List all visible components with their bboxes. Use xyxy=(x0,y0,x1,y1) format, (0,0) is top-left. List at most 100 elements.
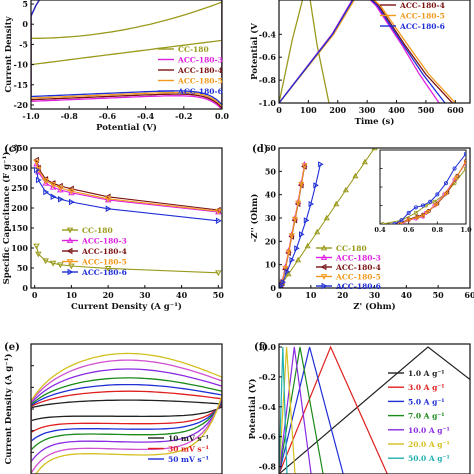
inset-x-tick-label: 0.6 xyxy=(403,226,415,234)
data-point xyxy=(49,260,57,267)
x-axis-label-d: Z' (Ohm) xyxy=(353,301,395,312)
y-axis-label-d: -Z'' (Ohm) xyxy=(249,194,260,243)
data-point xyxy=(361,158,368,165)
x-tick-label-a: -0.6 xyxy=(99,111,117,121)
legend-entry: 3.0 A g⁻¹ xyxy=(408,383,445,392)
series-scan-5 xyxy=(31,359,222,474)
cv-curve xyxy=(31,0,222,109)
series-ACC-180-3 xyxy=(31,0,222,109)
legend-entry: ACC-180-5 xyxy=(335,273,381,282)
legend-entry: ACC-180-4 xyxy=(81,247,127,256)
data-point xyxy=(320,254,328,260)
legend-entry: 20.0 A g⁻¹ xyxy=(408,440,450,449)
data-point xyxy=(57,185,64,192)
panel-label-e: (e) xyxy=(4,342,20,353)
y-tick-label-b: -0.8 xyxy=(259,75,277,85)
data-point xyxy=(301,163,308,169)
gcd-curve xyxy=(279,346,312,474)
rate-line xyxy=(35,169,219,222)
x-tick-label-d: 30 xyxy=(369,290,381,300)
data-point xyxy=(104,196,112,203)
data-point xyxy=(66,247,73,255)
data-point xyxy=(288,233,295,239)
gcd-curve xyxy=(279,0,446,103)
data-point xyxy=(43,188,50,196)
series-ACC-180-5 xyxy=(279,163,308,288)
legend-entry: CC-180 xyxy=(336,244,367,253)
legend-entry: 10 mV s⁻¹ xyxy=(168,434,209,443)
series-CC-180 xyxy=(279,148,378,288)
data-point xyxy=(318,161,324,168)
inset-point xyxy=(464,151,466,156)
inset-x-tick-label: 0.4 xyxy=(374,226,386,234)
x-tick-label-b: 600 xyxy=(447,105,464,115)
data-point xyxy=(57,186,64,193)
data-point xyxy=(314,228,321,235)
inset-point xyxy=(425,209,430,214)
inset-point xyxy=(398,222,403,224)
y-tick-label-c: 50 xyxy=(17,263,29,273)
data-point xyxy=(294,245,300,252)
data-point xyxy=(298,181,305,188)
y-tick-label-f: 0.0 xyxy=(262,342,276,352)
inset-point xyxy=(452,166,457,171)
inset-point xyxy=(443,191,448,196)
data-point xyxy=(295,200,302,207)
legend-entry: 1.0 A g⁻¹ xyxy=(408,369,445,378)
cv-curve xyxy=(31,0,222,109)
rate-line xyxy=(35,161,219,212)
cv-curve xyxy=(31,0,222,108)
legend-entry: 50 mV s⁻¹ xyxy=(168,455,209,464)
data-point xyxy=(320,274,328,280)
data-point xyxy=(320,244,328,251)
legend-entry: CC-180 xyxy=(178,45,209,54)
x-tick-label-b: 400 xyxy=(388,105,405,115)
y-tick-label-c: 200 xyxy=(11,203,28,213)
series-50 mV s⁻¹ xyxy=(31,383,222,443)
series-3.0 A g⁻¹ xyxy=(279,345,388,474)
gcd-curve xyxy=(279,346,470,474)
legend-entry: 5.0 A g⁻¹ xyxy=(408,397,445,406)
rate-line xyxy=(35,245,219,274)
inset-point xyxy=(392,222,397,224)
inset-line xyxy=(394,153,466,224)
series-ACC-180-6 xyxy=(279,0,446,103)
cv-curve xyxy=(31,399,222,422)
legend-entry: ACC-180-5 xyxy=(177,77,223,86)
x-tick-label-b: 500 xyxy=(418,105,435,115)
series-scan-3 xyxy=(31,377,222,451)
x-axis-label-c: Current Density (A g⁻¹) xyxy=(71,301,182,312)
series-ACC-180-6 xyxy=(279,161,324,288)
rate-line xyxy=(35,163,219,213)
x-tick-label-c: 20 xyxy=(103,290,115,300)
series-CC-180 xyxy=(33,243,222,277)
y-tick-label-d: 40 xyxy=(265,190,277,200)
y-tick-label-b: -0.6 xyxy=(259,52,277,62)
data-point xyxy=(105,205,112,213)
y-tick-label-a: -10 xyxy=(14,60,29,70)
gcd-curve xyxy=(279,346,344,474)
cv-curve xyxy=(31,377,222,451)
legend-entry: ACC-180-4 xyxy=(335,263,381,272)
legend-entry: ACC-180-6 xyxy=(81,268,127,277)
cv-curve xyxy=(31,390,222,434)
x-tick-label-c: 30 xyxy=(139,290,151,300)
series-ACC-180-6 xyxy=(34,166,222,225)
y-tick-label-f: -0.6 xyxy=(259,432,277,442)
x-tick-label-d: 40 xyxy=(401,290,413,300)
data-point xyxy=(299,231,305,238)
inset-line xyxy=(399,161,466,224)
legend-entry: ACC-180-5 xyxy=(81,258,127,267)
data-point xyxy=(285,270,292,277)
data-point xyxy=(42,258,49,265)
inset-point xyxy=(453,175,458,180)
x-tick-label-c: 0 xyxy=(32,290,38,300)
inset-point xyxy=(420,213,425,218)
data-point xyxy=(33,243,40,250)
series-ACC-180-6 xyxy=(31,0,222,106)
inset-point xyxy=(428,199,433,204)
data-point xyxy=(68,189,75,196)
